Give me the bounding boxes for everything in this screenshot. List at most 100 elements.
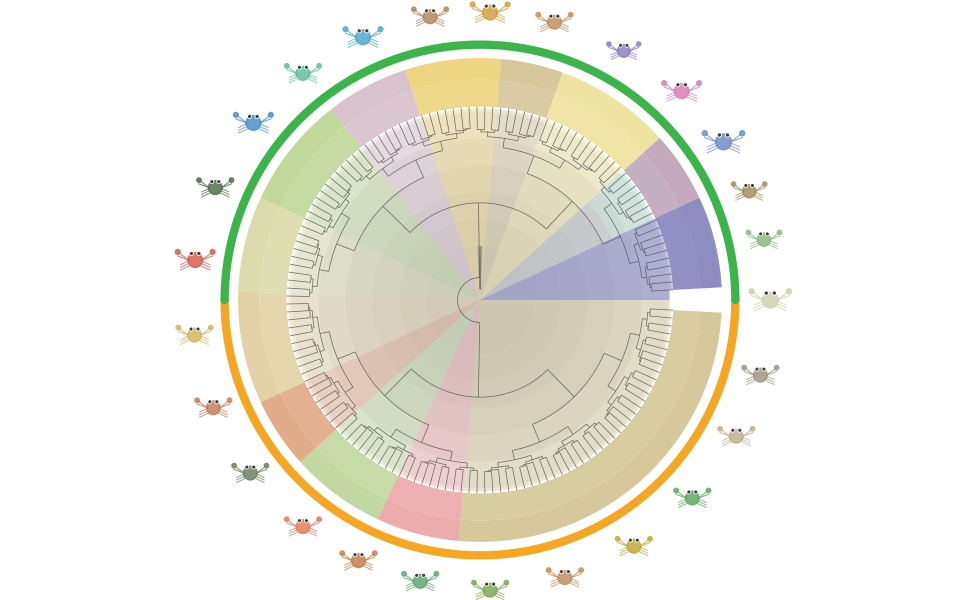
Circle shape (210, 180, 213, 184)
Circle shape (190, 253, 192, 254)
Circle shape (187, 328, 202, 342)
Polygon shape (306, 300, 480, 428)
Circle shape (343, 27, 348, 32)
Polygon shape (362, 118, 480, 300)
Circle shape (425, 9, 428, 13)
Circle shape (774, 292, 776, 294)
Circle shape (636, 538, 639, 542)
Circle shape (752, 185, 754, 187)
Circle shape (189, 328, 193, 331)
Polygon shape (261, 109, 345, 207)
Circle shape (298, 65, 301, 69)
Circle shape (228, 398, 231, 403)
Polygon shape (292, 112, 668, 488)
Circle shape (218, 181, 220, 182)
Polygon shape (345, 91, 420, 148)
Circle shape (556, 14, 560, 18)
Circle shape (757, 233, 771, 246)
Circle shape (730, 430, 743, 443)
Polygon shape (260, 207, 304, 293)
Circle shape (412, 7, 416, 11)
Polygon shape (480, 120, 622, 300)
Polygon shape (280, 127, 361, 218)
Polygon shape (378, 500, 461, 541)
Circle shape (766, 233, 768, 235)
Circle shape (766, 232, 769, 236)
Circle shape (483, 5, 497, 20)
Circle shape (298, 519, 301, 523)
Circle shape (416, 574, 418, 576)
Polygon shape (399, 300, 480, 491)
Circle shape (365, 29, 369, 32)
Circle shape (486, 583, 488, 585)
Circle shape (732, 428, 734, 432)
Circle shape (756, 367, 758, 371)
Circle shape (361, 554, 363, 556)
Circle shape (684, 83, 687, 86)
Circle shape (485, 583, 489, 586)
Circle shape (252, 466, 254, 468)
Polygon shape (316, 430, 398, 500)
Polygon shape (412, 80, 499, 116)
Circle shape (317, 64, 322, 68)
Circle shape (546, 568, 551, 572)
Circle shape (763, 368, 765, 370)
Circle shape (661, 80, 666, 86)
Circle shape (317, 517, 322, 521)
Circle shape (749, 289, 755, 294)
Circle shape (726, 133, 730, 137)
Circle shape (738, 428, 741, 432)
Polygon shape (238, 198, 280, 292)
Circle shape (626, 44, 628, 46)
Circle shape (492, 4, 495, 8)
Circle shape (372, 551, 377, 556)
Circle shape (208, 325, 213, 330)
Circle shape (492, 583, 495, 586)
Circle shape (354, 554, 356, 556)
Circle shape (607, 42, 611, 46)
Circle shape (732, 182, 735, 186)
Circle shape (492, 583, 494, 585)
Circle shape (423, 10, 437, 23)
Circle shape (209, 401, 210, 403)
Circle shape (486, 5, 488, 7)
Circle shape (694, 490, 698, 494)
Circle shape (233, 112, 238, 117)
Circle shape (627, 539, 640, 553)
Circle shape (786, 289, 792, 294)
Circle shape (772, 291, 777, 295)
Circle shape (299, 67, 300, 68)
Polygon shape (480, 109, 545, 300)
Circle shape (754, 368, 767, 382)
Circle shape (743, 185, 756, 198)
Circle shape (216, 401, 218, 403)
Circle shape (762, 367, 766, 371)
Polygon shape (346, 166, 614, 434)
Circle shape (566, 570, 570, 574)
Circle shape (231, 463, 236, 468)
Polygon shape (372, 193, 588, 407)
Circle shape (567, 571, 569, 572)
Polygon shape (319, 139, 641, 461)
Circle shape (255, 115, 259, 118)
Circle shape (208, 400, 211, 403)
Circle shape (615, 536, 620, 541)
Circle shape (246, 466, 248, 468)
Polygon shape (480, 172, 654, 300)
Polygon shape (499, 59, 563, 93)
Circle shape (762, 182, 767, 186)
Circle shape (547, 16, 562, 29)
Polygon shape (680, 198, 722, 300)
Polygon shape (480, 219, 672, 300)
Circle shape (625, 44, 629, 47)
Polygon shape (259, 292, 304, 393)
Circle shape (549, 14, 553, 18)
Circle shape (358, 30, 360, 32)
Circle shape (677, 84, 679, 86)
Circle shape (414, 574, 427, 588)
Circle shape (630, 539, 632, 541)
Circle shape (366, 30, 368, 32)
Polygon shape (338, 300, 480, 473)
Circle shape (557, 16, 559, 17)
Polygon shape (261, 393, 316, 462)
